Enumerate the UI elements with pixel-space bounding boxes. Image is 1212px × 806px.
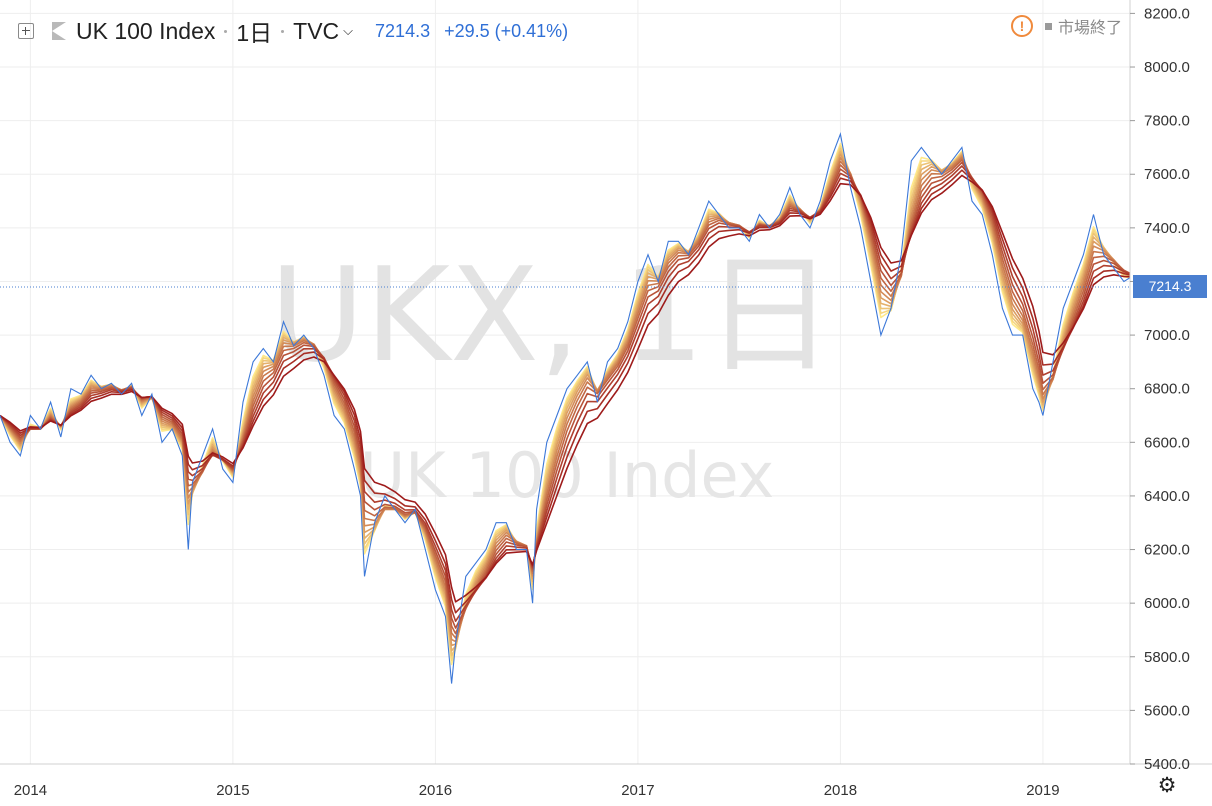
ma-ribbon-line — [0, 165, 1131, 622]
price-axis[interactable]: 5400.0 5600.0 5800.0 6000.0 6200.0 6400.0 6600… — [1130, 5, 1190, 773]
y-tick-label: 7800.0 — [1144, 113, 1190, 130]
last-price-tag: 7214.3 — [1133, 275, 1207, 298]
x-tick-label: 2016 — [419, 782, 452, 799]
market-status-label: 市場終了 — [1057, 20, 1122, 37]
y-tick-label: 7000.0 — [1144, 327, 1190, 344]
ma-ribbon-line — [0, 159, 1131, 635]
y-tick-label: 6200.0 — [1144, 542, 1190, 559]
time-axis[interactable]: 2014 2015 2016 2017 2018 2019 — [14, 782, 1060, 799]
price-series-line — [0, 131, 1131, 684]
legend-header: UK 100 Index 1日 TVC ⌵ 7214.3 +29.5 (+0.4… — [18, 14, 568, 48]
y-tick-label: 7600.0 — [1144, 166, 1190, 183]
separator-dot — [224, 29, 228, 33]
y-tick-label: 5400.0 — [1144, 756, 1190, 773]
watermark-description: UK 100 Index — [360, 439, 774, 512]
separator-dot — [281, 29, 285, 33]
ma-ribbon-line — [0, 157, 1131, 639]
y-tick-label: 7400.0 — [1144, 220, 1190, 237]
price-change-value: +29.5 (+0.41%) — [444, 20, 569, 41]
ma-ribbon — [0, 142, 1131, 666]
y-tick-label: 6400.0 — [1144, 488, 1190, 505]
ma-ribbon-line — [0, 174, 1131, 603]
ma-ribbon-line — [0, 150, 1131, 652]
chevron-down-icon[interactable]: ⌵ — [343, 23, 354, 38]
status-square-icon — [1044, 22, 1052, 30]
ma-ribbon-line — [0, 161, 1131, 629]
y-tick-label: 8000.0 — [1144, 59, 1190, 76]
x-tick-label: 2014 — [14, 782, 47, 799]
x-tick-label: 2017 — [621, 782, 654, 799]
watermark-symbol: UKX, 1日 — [270, 239, 835, 391]
y-tick-label: 6000.0 — [1144, 595, 1190, 612]
y-tick-label: 8200.0 — [1144, 5, 1190, 22]
gear-icon[interactable]: ⚙ — [1157, 774, 1177, 797]
y-tick-label: 6600.0 — [1144, 434, 1190, 451]
x-tick-label: 2019 — [1026, 782, 1059, 799]
market-status: ! 市場終了 — [1010, 14, 1122, 38]
x-tick-label: 2018 — [824, 782, 857, 799]
ma-ribbon-line — [0, 169, 1131, 614]
interval-label[interactable]: 1日 — [236, 20, 273, 46]
y-tick-label: 5600.0 — [1144, 702, 1190, 719]
last-price-value: 7214.3 — [375, 20, 431, 41]
x-tick-label: 2015 — [216, 782, 249, 799]
y-tick-label: 5800.0 — [1144, 649, 1190, 666]
flag-icon — [52, 22, 66, 40]
symbol-name[interactable]: UK 100 Index — [76, 17, 216, 44]
y-tick-label: 6800.0 — [1144, 381, 1190, 398]
exchange-label[interactable]: TVC — [293, 17, 340, 44]
ma-ribbon-line — [0, 142, 1131, 666]
ma-ribbon-line — [0, 155, 1131, 643]
exclamation-circle-icon[interactable]: ! — [1010, 15, 1033, 37]
expand-legend-button[interactable] — [18, 23, 34, 39]
